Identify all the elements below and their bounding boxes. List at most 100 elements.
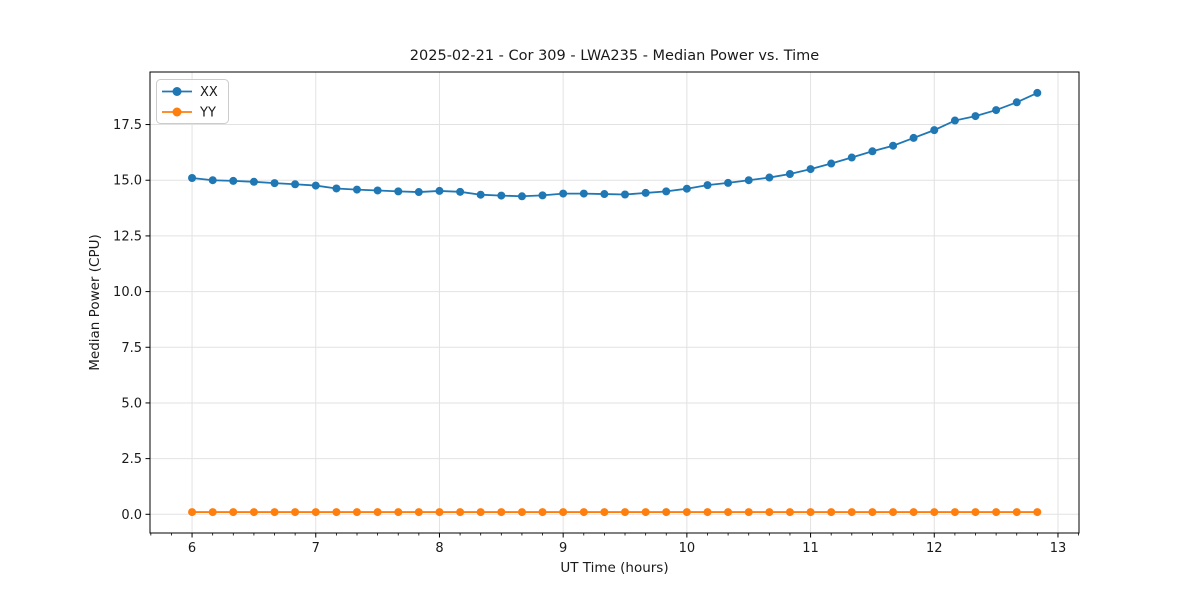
series-yy-data-point: [476, 508, 485, 517]
series-yy-data-point: [662, 508, 671, 517]
y-axis-tick-label: 17.5: [113, 118, 142, 133]
axes-spines: [149, 71, 1080, 534]
series-xx-data-point: [930, 126, 939, 135]
series-yy-data-point: [930, 508, 939, 517]
x-axis-tick-label: 13: [1050, 541, 1067, 556]
y-axis-tick-label: 2.5: [121, 452, 142, 467]
series-xx-data-point: [188, 174, 197, 183]
series-xx-data-point: [229, 176, 238, 185]
series-xx-data-point: [456, 187, 465, 196]
series-yy-data-point: [1033, 508, 1042, 517]
y-axis-tick-label: 0.0: [121, 508, 142, 523]
series-yy-data-point: [785, 508, 794, 517]
series-yy-data-point: [971, 508, 980, 517]
x-axis-tick-label: 6: [188, 541, 196, 556]
series-yy-data-point: [497, 508, 506, 517]
series-xx-data-point: [641, 188, 650, 197]
series-yy-data-point: [559, 508, 568, 517]
y-axis-tick-label: 10.0: [113, 285, 142, 300]
series-yy-data-point: [270, 508, 279, 517]
x-axis-tick-label: 12: [926, 541, 943, 556]
grid-layer: [150, 72, 1079, 533]
legend-item-yy: YY: [162, 106, 216, 121]
series-xx-data-point: [827, 159, 836, 168]
y-axis-tick-label: 5.0: [121, 396, 142, 411]
series-yy-data-point: [703, 508, 712, 517]
series-yy-data-point: [682, 508, 691, 517]
legend: XX YY: [156, 79, 229, 124]
legend-label-xx: XX: [200, 85, 218, 100]
x-axis-tick-label: 10: [679, 541, 696, 556]
series-xx-data-point: [517, 192, 526, 201]
legend-label-yy: YY: [199, 106, 216, 121]
series-xx-data-point: [538, 191, 547, 200]
series-yy-data-point: [188, 508, 197, 517]
series-yy-data-point: [950, 508, 959, 517]
series-yy-data-point: [744, 508, 753, 517]
series-yy-data-point: [291, 508, 300, 517]
x-axis-tick-label: 11: [802, 541, 819, 556]
series-yy-data-point: [229, 508, 238, 517]
series-xx-data-point: [950, 116, 959, 125]
series-xx-data-point: [373, 186, 382, 195]
series-yy-data-point: [641, 508, 650, 517]
series-xx-data-point: [600, 190, 609, 199]
x-axis-tick-label: 7: [312, 541, 320, 556]
series-xx-data-point: [332, 184, 341, 193]
series-xx-data-point: [311, 181, 320, 190]
legend-item-xx: XX: [162, 85, 218, 100]
series-xx-data-point: [682, 184, 691, 193]
series-xx-data-point: [785, 170, 794, 178]
series-xx-data-point: [1012, 98, 1021, 107]
series-xx-data-point: [394, 187, 403, 196]
series-yy-data-point: [579, 508, 588, 517]
series-yy-data-point: [909, 508, 918, 517]
series-xx-data-point: [414, 188, 423, 197]
series-yy-data-point: [311, 508, 320, 517]
series-xx-data-point: [559, 189, 568, 198]
series-xx-data-point: [291, 180, 300, 189]
series-xx-data-point: [744, 176, 753, 185]
y-axis-tick-label: 7.5: [121, 341, 142, 356]
series-xx-data-point: [703, 181, 712, 190]
series-yy-data-point: [600, 508, 609, 517]
series-yy-data-point: [889, 508, 898, 517]
series-xx-data-point: [579, 189, 588, 198]
series-xx-data-point: [270, 179, 279, 188]
legend-marker-xx: [172, 87, 182, 96]
y-axis-tick-label: 15.0: [113, 174, 142, 189]
series-xx-data-point: [889, 141, 898, 150]
series-xx-data-point: [352, 185, 361, 194]
series-yy-data-point: [1012, 508, 1021, 517]
series-yy-data-point: [332, 508, 341, 517]
series-xx-data-point: [621, 190, 630, 199]
series-xx-line: [191, 92, 1038, 198]
series-xx-data-point: [435, 186, 444, 195]
series-xx-data-point: [724, 178, 733, 187]
series-xx-data-point: [971, 112, 980, 121]
series-yy-data-point: [806, 508, 815, 517]
x-axis-tick-label: 8: [435, 541, 443, 556]
series-xx-data-point: [992, 106, 1001, 115]
series-layer: [188, 88, 1042, 517]
series-yy-data-point: [435, 508, 444, 517]
series-xx-data-point: [847, 153, 856, 162]
series-yy-data-point: [394, 508, 403, 517]
legend-marker-yy: [172, 107, 182, 117]
series-xx-data-point: [868, 147, 877, 156]
series-xx-data-point: [497, 191, 506, 200]
series-yy-data-point: [847, 508, 856, 517]
series-xx-data-point: [909, 133, 918, 142]
series-yy-data-point: [517, 508, 526, 517]
x-axis-tick-label: 9: [559, 541, 567, 556]
series-xx-data-point: [662, 187, 671, 196]
series-yy-data-point: [352, 508, 361, 517]
series-yy-data-point: [456, 508, 465, 517]
series-yy-data-point: [827, 508, 836, 517]
y-axis-tick-label: 12.5: [113, 229, 142, 244]
series-yy-data-point: [208, 508, 217, 517]
x-axis-label: UT Time (hours): [560, 560, 668, 576]
series-xx-data-point: [765, 173, 774, 182]
